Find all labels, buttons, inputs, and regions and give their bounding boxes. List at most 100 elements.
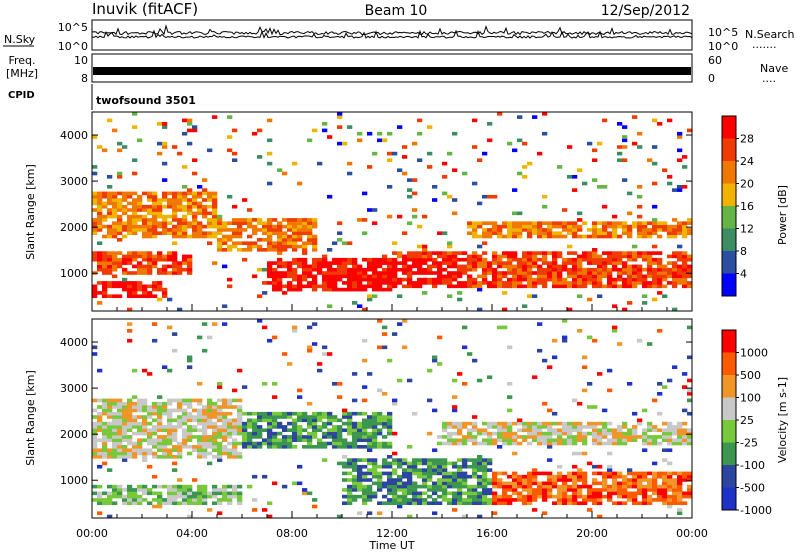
power-cell [487, 264, 493, 269]
power-cell [602, 284, 608, 289]
velocity-cell [507, 428, 513, 433]
velocity-cell [482, 484, 488, 489]
power-cell [622, 254, 628, 259]
power-cell [487, 271, 493, 275]
power-cell [557, 234, 563, 239]
velocity-cell [532, 421, 538, 426]
power-cell [122, 261, 128, 265]
velocity-cell [187, 498, 193, 502]
velocity-cell [357, 431, 363, 436]
velocity-cell [687, 392, 693, 396]
velocity-cell [112, 421, 118, 426]
power-cell [452, 261, 458, 265]
velocity-cell [297, 464, 303, 469]
power-cell [127, 294, 133, 299]
velocity-cell [252, 431, 258, 436]
power-cell [332, 277, 338, 282]
power-cell [267, 228, 273, 232]
power-cell [437, 277, 443, 282]
velocity-cell [202, 498, 208, 502]
velocity-cell [542, 421, 548, 426]
power-cell [417, 224, 423, 229]
power-cell [532, 231, 538, 236]
velocity-cell [502, 501, 508, 506]
velocity-cell [462, 438, 468, 443]
velocity-colorbar-swatch [722, 465, 736, 488]
power-cell [537, 231, 543, 236]
velocity-cell [317, 428, 323, 433]
velocity-cell [192, 478, 198, 482]
power-cell [497, 277, 503, 282]
power-colorbar-label: Power [dB] [776, 185, 789, 245]
velocity-cell [222, 421, 228, 426]
velocity-cell [607, 464, 613, 469]
power-cell [617, 277, 623, 282]
power-cell [127, 221, 133, 226]
velocity-cell [187, 484, 193, 489]
power-cell [637, 214, 643, 219]
power-cell [372, 208, 378, 212]
power-cell [482, 274, 488, 279]
power-cell [602, 261, 608, 265]
power-cell [222, 238, 228, 242]
velocity-cell [387, 501, 393, 506]
power-cell [277, 224, 283, 229]
power-cell [107, 284, 113, 289]
power-cell [477, 234, 483, 239]
velocity-cell [467, 484, 473, 489]
power-cell [447, 254, 453, 259]
velocity-cell [662, 471, 668, 476]
power-cell [152, 281, 158, 285]
power-cell [637, 277, 643, 282]
velocity-cell [97, 498, 103, 502]
power-cell [517, 138, 523, 143]
power-cell [622, 224, 628, 229]
power-cell [647, 228, 653, 232]
velocity-cell [187, 415, 193, 419]
velocity-cell [267, 514, 273, 519]
velocity-cell [172, 491, 178, 496]
velocity-cell [542, 358, 548, 363]
velocity-cell [232, 448, 238, 453]
velocity-cell [222, 448, 228, 453]
power-cell [417, 158, 423, 163]
power-cell [652, 251, 658, 255]
velocity-cell [227, 411, 233, 416]
velocity-cell [387, 484, 393, 489]
velocity-cell [117, 405, 123, 409]
velocity-cell [367, 458, 373, 462]
velocity-cell [542, 401, 548, 406]
power-cell [367, 284, 373, 289]
power-cell [547, 231, 553, 236]
power-cell [607, 284, 613, 289]
velocity-cell [142, 451, 148, 456]
velocity-cell [482, 468, 488, 472]
power-cell [642, 228, 648, 232]
velocity-cell [217, 405, 223, 409]
power-cell [337, 287, 343, 292]
velocity-cell [292, 431, 298, 436]
velocity-cell [452, 498, 458, 502]
power-heatmap [92, 112, 693, 312]
velocity-cell [562, 425, 568, 429]
velocity-cell [432, 461, 438, 466]
power-cell [542, 112, 548, 116]
velocity-cell [127, 484, 133, 489]
power-cell [257, 238, 263, 242]
power-cell [572, 274, 578, 279]
power-cell [582, 277, 588, 282]
velocity-cell [642, 474, 648, 479]
power-cell [667, 267, 673, 272]
velocity-cell [157, 428, 163, 433]
power-cell [192, 194, 198, 199]
power-cell [447, 264, 453, 269]
velocity-cell [587, 491, 593, 496]
power-cell [132, 171, 138, 176]
velocity-cell [342, 455, 348, 459]
velocity-cell [362, 425, 368, 429]
velocity-cell [102, 398, 108, 403]
velocity-cell [357, 428, 363, 433]
power-cell [462, 271, 468, 275]
power-cell [107, 191, 113, 196]
power-cell [477, 221, 483, 226]
